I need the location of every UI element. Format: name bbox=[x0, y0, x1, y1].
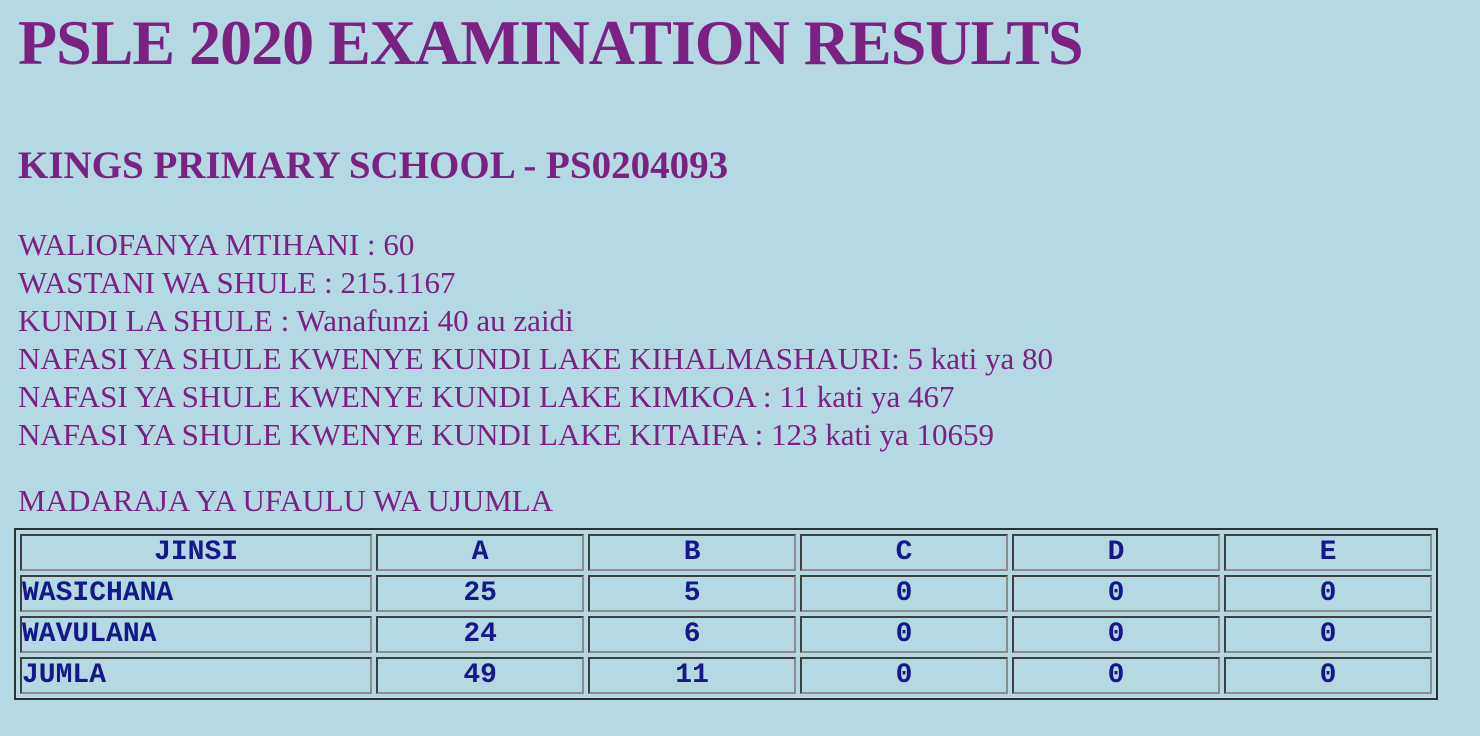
cell-total-a: 49 bbox=[376, 657, 585, 694]
column-header-b: B bbox=[588, 534, 797, 571]
summary-line-candidates: WALIOFANYA MTIHANI : 60 bbox=[18, 227, 415, 262]
cell-boys-c: 0 bbox=[800, 616, 1009, 653]
table-row-boys: WAVULANA 24 6 0 0 0 bbox=[20, 616, 1432, 653]
results-page: { "colors": { "page_background": "#B4D9E… bbox=[0, 6, 1480, 736]
cell-total-e: 0 bbox=[1223, 657, 1432, 694]
column-header-c: C bbox=[800, 534, 1009, 571]
cell-total-d: 0 bbox=[1012, 657, 1220, 694]
table-row-girls: WASICHANA 25 5 0 0 0 bbox=[20, 575, 1432, 612]
grades-table: JINSI A B C D E WASICHANA 25 5 0 0 0 WAV… bbox=[14, 528, 1438, 700]
summary-line-rank-council: NAFASI YA SHULE KWENYE KUNDI LAKE KIHALM… bbox=[18, 341, 1053, 376]
cell-boys-a: 24 bbox=[376, 616, 585, 653]
column-header-e: E bbox=[1223, 534, 1432, 571]
column-header-d: D bbox=[1012, 534, 1220, 571]
row-label-girls: WASICHANA bbox=[20, 575, 373, 612]
cell-girls-d: 0 bbox=[1012, 575, 1220, 612]
summary-line-school-group: KUNDI LA SHULE : Wanafunzi 40 au zaidi bbox=[18, 303, 574, 338]
summary-line-rank-region: NAFASI YA SHULE KWENYE KUNDI LAKE KIMKOA… bbox=[18, 379, 955, 414]
school-summary: WALIOFANYA MTIHANI : 60 WASTANI WA SHULE… bbox=[18, 226, 1480, 454]
cell-girls-e: 0 bbox=[1223, 575, 1432, 612]
summary-line-school-average: WASTANI WA SHULE : 215.1167 bbox=[18, 265, 456, 300]
row-label-total: JUMLA bbox=[20, 657, 373, 694]
table-row-total: JUMLA 49 11 0 0 0 bbox=[20, 657, 1432, 694]
cell-girls-a: 25 bbox=[376, 575, 585, 612]
page-title: PSLE 2020 EXAMINATION RESULTS bbox=[18, 7, 1084, 78]
cell-girls-b: 5 bbox=[588, 575, 797, 612]
cell-boys-d: 0 bbox=[1012, 616, 1220, 653]
summary-line-rank-national: NAFASI YA SHULE KWENYE KUNDI LAKE KITAIF… bbox=[18, 417, 994, 452]
row-label-boys: WAVULANA bbox=[20, 616, 373, 653]
cell-girls-c: 0 bbox=[800, 575, 1009, 612]
school-heading: KINGS PRIMARY SCHOOL - PS0204093 bbox=[18, 144, 729, 187]
table-header-row: JINSI A B C D E bbox=[20, 534, 1432, 571]
cell-boys-b: 6 bbox=[588, 616, 797, 653]
column-header-jinsi: JINSI bbox=[20, 534, 373, 571]
cell-boys-e: 0 bbox=[1223, 616, 1432, 653]
cell-total-b: 11 bbox=[588, 657, 797, 694]
column-header-a: A bbox=[376, 534, 585, 571]
grades-section-heading: MADARAJA YA UFAULU WA UJUMLA bbox=[18, 483, 554, 518]
cell-total-c: 0 bbox=[800, 657, 1009, 694]
